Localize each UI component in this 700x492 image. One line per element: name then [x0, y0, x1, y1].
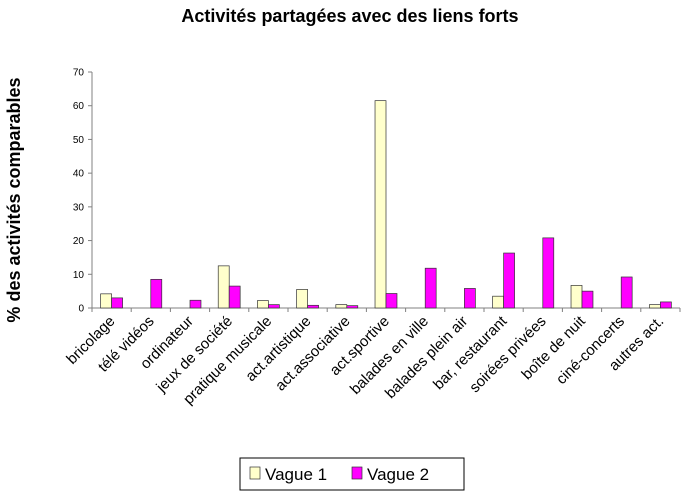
- bar: [335, 304, 348, 309]
- bar: [217, 265, 230, 309]
- bar: [570, 285, 583, 309]
- bar: [346, 305, 359, 309]
- y-axis-label: % des activités comparables: [4, 77, 24, 322]
- bar: [660, 301, 672, 309]
- bar: [100, 293, 112, 309]
- bar: [257, 300, 269, 309]
- bar: [492, 295, 504, 309]
- bar: [581, 290, 594, 309]
- bar: [307, 304, 319, 309]
- y-tick-label: 20: [73, 236, 85, 247]
- bar: [111, 297, 123, 309]
- bar: [464, 288, 476, 309]
- legend-label: Vague 2: [367, 465, 429, 484]
- bar: [228, 285, 241, 309]
- bar: [503, 252, 515, 309]
- legend-swatch: [249, 466, 261, 480]
- bar: [424, 267, 437, 309]
- bar: [542, 237, 555, 309]
- chart-title: Activités partagées avec des liens forts: [181, 6, 518, 26]
- legend-label: Vague 1: [265, 465, 327, 484]
- y-tick-label: 0: [78, 304, 84, 315]
- y-tick-label: 60: [73, 101, 85, 112]
- legend-swatch: [351, 466, 363, 480]
- bar: [620, 276, 633, 309]
- y-tick-label: 40: [73, 169, 85, 180]
- y-tick-label: 10: [73, 270, 85, 281]
- bar: [385, 293, 398, 309]
- legend: Vague 1 Vague 2: [239, 457, 465, 491]
- y-tick-label: 50: [73, 135, 85, 146]
- bar: [296, 289, 308, 309]
- bar: [150, 278, 163, 309]
- bar: [649, 304, 661, 309]
- y-tick-label: 30: [73, 202, 85, 213]
- bars: [100, 100, 672, 309]
- y-tick-label: 70: [73, 68, 85, 79]
- bar: [374, 100, 387, 309]
- bar: [189, 299, 202, 309]
- bar: [268, 304, 280, 309]
